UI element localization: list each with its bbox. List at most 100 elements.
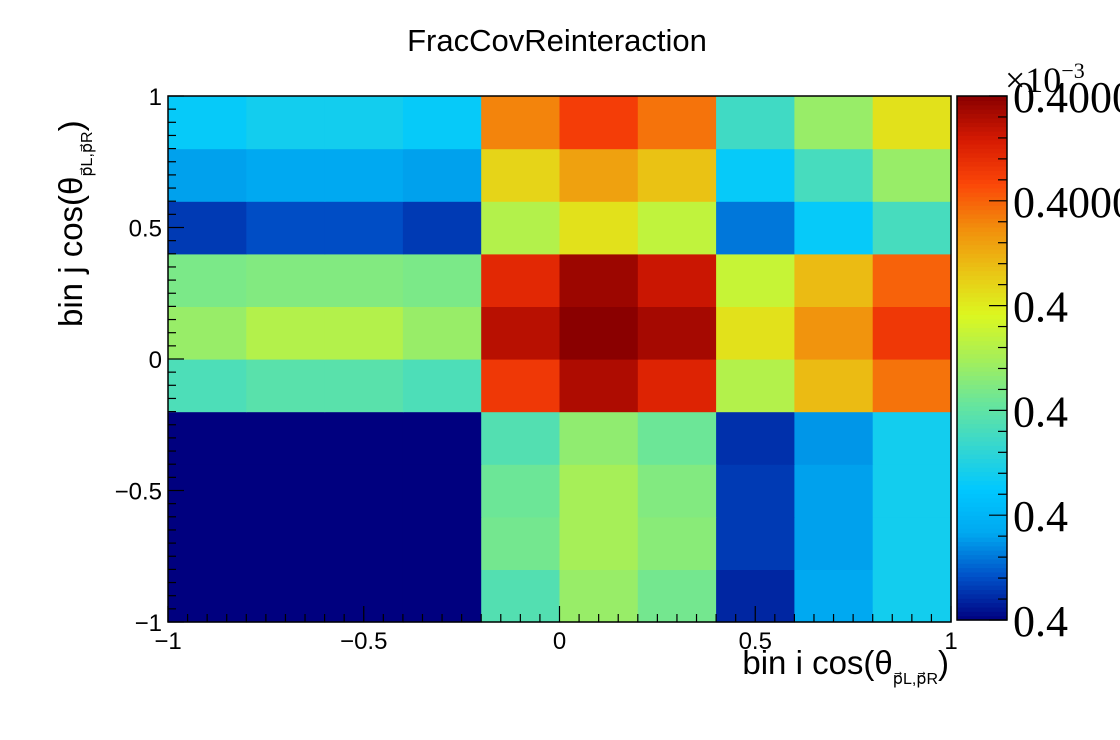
color-bar-segment (957, 213, 1007, 219)
heatmap-cell (481, 148, 561, 202)
color-bar-segment (957, 532, 1007, 538)
color-bar-segment (957, 275, 1007, 280)
y-tick-label: 1 (149, 84, 162, 111)
heatmap-cell (246, 148, 326, 202)
color-bar-segment (957, 615, 1007, 621)
heatmap-cell (559, 96, 639, 150)
heatmap-cell (246, 569, 326, 623)
color-bar-segment (957, 157, 1007, 163)
color-bar-segment (957, 440, 1007, 446)
heatmap-cell (246, 516, 326, 570)
color-bar-segment (957, 419, 1007, 425)
heatmap-cell (637, 359, 717, 413)
color-bar-segment (957, 449, 1007, 455)
color-bar-tick-label: 0.4 (1013, 597, 1068, 646)
heatmap-cell (716, 516, 795, 570)
heatmap-cell (872, 359, 952, 413)
color-bar-segment (957, 126, 1007, 132)
color-bar-segment (957, 358, 1007, 363)
heatmap-cell (481, 306, 561, 360)
color-bar-segment (957, 279, 1007, 285)
heatmap-cell (716, 253, 795, 307)
y-tick-label: 0.5 (129, 216, 162, 243)
heatmap-cell (794, 201, 874, 255)
color-bar-segment (957, 100, 1007, 106)
heatmap-cell (716, 201, 795, 255)
color-bar-segment (957, 323, 1007, 329)
heatmap-cell (402, 359, 482, 413)
color-bar-segment (957, 336, 1007, 342)
heatmap-cell (872, 96, 952, 150)
heatmap-cell (794, 464, 874, 518)
color-bar-segment (957, 314, 1007, 320)
color-bar-segment (957, 283, 1007, 289)
heatmap-cell (559, 201, 639, 255)
color-bar-segment (957, 484, 1007, 490)
title-box: FracCovReinteraction (345, 12, 770, 68)
color-bar-segment (957, 589, 1007, 595)
heatmap-cell (481, 253, 561, 307)
heatmap-cell (716, 464, 795, 518)
color-bar-segment (957, 519, 1007, 525)
color-bar-segment (957, 423, 1007, 429)
color-bar (957, 96, 1007, 621)
color-bar-segment (957, 554, 1007, 560)
heatmap-cell (324, 201, 404, 255)
heatmap-cell (794, 516, 874, 570)
color-bar-segment (957, 192, 1007, 198)
heatmap-cell (872, 148, 952, 202)
color-bar-segment (957, 392, 1007, 398)
heatmap-cell (481, 464, 561, 518)
color-bar-segment (957, 475, 1007, 481)
color-bar-segment (957, 117, 1007, 123)
color-bar-segment (957, 139, 1007, 145)
color-bar-segment (957, 130, 1007, 136)
color-bar-segment (957, 550, 1007, 556)
color-bar-segment (957, 270, 1007, 276)
color-bar-segment (957, 506, 1007, 512)
heatmap-cell (559, 411, 639, 465)
heatmap-cell (246, 253, 326, 307)
color-bar-tick-label: 0.4 (1013, 387, 1068, 436)
x-tick-label: 0.5 (739, 628, 772, 655)
color-bar-segment (957, 515, 1007, 521)
heatmap-cell (168, 306, 247, 360)
heatmap-cell (402, 306, 482, 360)
color-bar-segment (957, 161, 1007, 167)
heatmap-cell (872, 569, 952, 623)
color-bar-ticks (989, 95, 1007, 621)
color-bar-segment (957, 135, 1007, 141)
color-bar-segment (957, 200, 1007, 206)
x-tick-label: 1 (944, 628, 957, 655)
color-bar-segment (957, 545, 1007, 551)
heatmap-cell (168, 359, 247, 413)
color-bar-tick-label: 0.4 (1013, 492, 1068, 541)
color-bar-segment (957, 165, 1007, 171)
heatmap-cell (637, 253, 717, 307)
color-bar-segment (957, 541, 1007, 547)
heatmap-cell (168, 411, 247, 465)
heatmap-cell (794, 569, 874, 623)
color-bar-segment (957, 480, 1007, 486)
color-bar-segment (957, 388, 1007, 394)
heatmap-cell (637, 96, 717, 150)
heatmap-cell (246, 411, 326, 465)
heatmap-cell (402, 516, 482, 570)
color-bar-segment (957, 467, 1007, 473)
heatmap-cell (402, 569, 482, 623)
y-tick-label: −1 (135, 610, 162, 637)
color-bar-segment (957, 209, 1007, 215)
heatmap-cell (559, 569, 639, 623)
heatmap-cell (246, 359, 326, 413)
heatmap-cell (168, 569, 247, 623)
y-axis-ticks (168, 95, 184, 623)
heatmap-cell (481, 411, 561, 465)
color-bar-segment (957, 558, 1007, 564)
heatmap-cell (716, 411, 795, 465)
color-bar-segment (957, 537, 1007, 542)
heatmap-cells (168, 96, 952, 623)
color-bar-segment (957, 196, 1007, 202)
